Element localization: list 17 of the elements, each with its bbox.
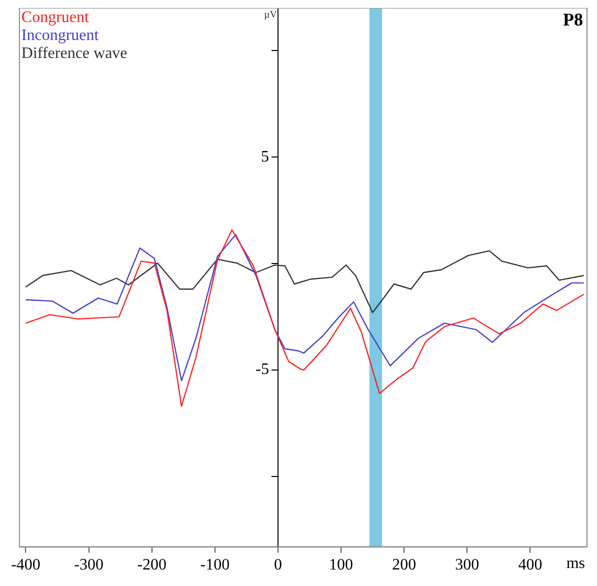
text: Congruent (21, 9, 90, 26)
x-tick-label: 400 (518, 556, 542, 574)
x-tick-label: 200 (392, 556, 416, 574)
x-tick-label: -400 (11, 556, 40, 574)
x-tick-label: -200 (137, 556, 167, 574)
y-axis-title: µV (264, 10, 278, 21)
chart-title: P8 (563, 10, 583, 30)
y-tick-label: 5 (260, 148, 269, 166)
x-axis-title: ms (566, 555, 585, 572)
x-tick-label: -300 (74, 556, 104, 574)
x-tick-label: -100 (200, 556, 230, 574)
y-tick-label: -5 (256, 361, 269, 378)
text: Difference wave (21, 45, 128, 62)
x-tick-label: 0 (274, 556, 282, 574)
text: Incongruent (21, 27, 100, 44)
x-tick-label: 100 (329, 556, 354, 574)
x-tick-label: 300 (455, 556, 480, 574)
